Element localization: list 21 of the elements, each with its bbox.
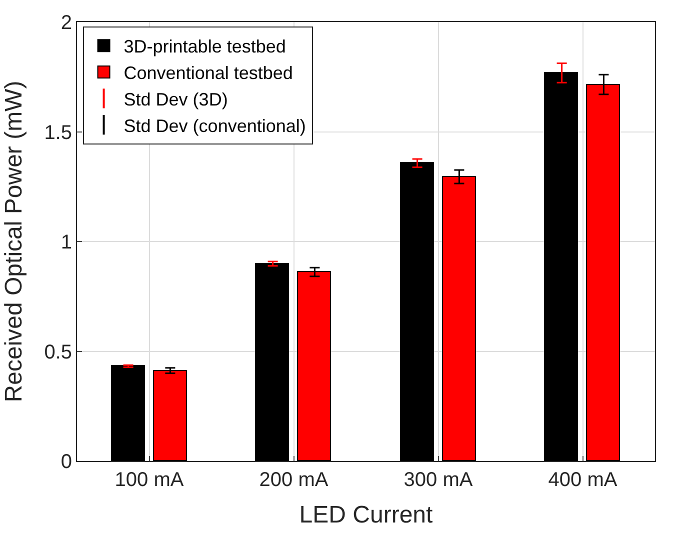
legend-label: 3D-printable testbed: [124, 36, 286, 57]
x-tick-label: 400 mA: [548, 469, 618, 491]
bar: [297, 271, 331, 461]
y-axis-title: Received Optical Power (mW): [0, 80, 28, 402]
y-tick-label: 0: [60, 451, 72, 473]
x-tick-label: 200 mA: [259, 469, 329, 491]
bar: [544, 72, 578, 461]
bar: [255, 263, 289, 461]
legend-label: Conventional testbed: [124, 63, 293, 84]
bar: [111, 365, 145, 461]
x-tick-label: 100 mA: [114, 469, 184, 491]
x-tick-label: 300 mA: [404, 469, 474, 491]
legend-label: Std Dev (3D): [124, 89, 228, 110]
bar: [153, 370, 187, 461]
legend-label: Std Dev (conventional): [124, 116, 306, 136]
bar: [400, 162, 434, 461]
y-tick-label: 0.5: [44, 341, 72, 364]
y-tick-label: 2: [60, 12, 72, 34]
y-tick-label: 1: [60, 232, 72, 254]
x-axis-title: LED Current: [299, 501, 434, 528]
y-tick-label: 1.5: [44, 122, 72, 144]
